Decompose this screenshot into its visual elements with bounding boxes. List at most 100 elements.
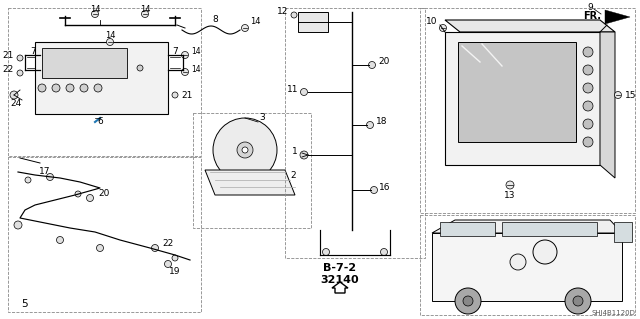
Polygon shape [445,20,615,32]
Polygon shape [42,48,127,78]
Circle shape [583,83,593,93]
Circle shape [367,122,374,129]
Text: 21: 21 [181,91,193,100]
Text: 14: 14 [250,18,260,26]
Circle shape [86,195,93,202]
Text: 2: 2 [290,170,296,180]
Circle shape [583,65,593,75]
Circle shape [137,65,143,71]
Circle shape [52,84,60,92]
Text: 15: 15 [625,91,637,100]
Text: 22: 22 [3,65,14,75]
Text: 32140: 32140 [321,275,359,285]
Circle shape [583,119,593,129]
Circle shape [583,101,593,111]
Polygon shape [432,233,622,301]
Text: SHJ4B1120D: SHJ4B1120D [591,310,635,316]
Circle shape [75,191,81,197]
Circle shape [237,142,253,158]
Circle shape [47,174,54,181]
Circle shape [172,92,178,98]
Circle shape [25,177,31,183]
Circle shape [533,240,557,264]
Circle shape [182,51,189,58]
Text: 13: 13 [504,191,516,201]
Circle shape [17,55,23,61]
Circle shape [242,147,248,153]
Text: 17: 17 [39,167,51,176]
Circle shape [106,39,113,46]
Text: 24: 24 [10,99,21,108]
Text: 14: 14 [191,48,200,56]
Polygon shape [605,10,630,24]
Circle shape [614,92,621,99]
Text: 3: 3 [259,114,265,122]
Circle shape [583,47,593,57]
Text: 9: 9 [587,4,593,12]
Circle shape [92,11,99,18]
Circle shape [573,296,583,306]
Circle shape [94,84,102,92]
Circle shape [323,249,330,256]
Polygon shape [298,12,328,32]
Text: 14: 14 [90,5,100,14]
Circle shape [565,288,591,314]
Text: 14: 14 [105,32,115,41]
Text: FR.: FR. [583,11,601,21]
Text: 10: 10 [426,18,437,26]
Polygon shape [205,170,295,195]
Circle shape [300,151,308,159]
Circle shape [14,221,22,229]
Circle shape [291,12,297,18]
Text: 22: 22 [162,240,173,249]
Text: 20: 20 [98,189,109,198]
Circle shape [164,261,172,268]
Circle shape [381,249,387,256]
Text: 7: 7 [30,48,36,56]
Polygon shape [332,282,348,293]
Circle shape [66,84,74,92]
Text: 7: 7 [172,48,178,56]
Polygon shape [614,222,632,242]
Text: 20: 20 [378,57,389,66]
Text: 12: 12 [276,8,288,17]
Text: 5: 5 [22,299,28,309]
Text: 16: 16 [379,182,390,191]
Text: 21: 21 [3,50,14,60]
Circle shape [371,187,378,194]
Text: B-7-2: B-7-2 [323,263,356,273]
Text: 14: 14 [191,65,200,75]
Text: 18: 18 [376,117,387,127]
Circle shape [80,84,88,92]
Circle shape [510,254,526,270]
Polygon shape [600,32,615,178]
Circle shape [97,244,104,251]
Circle shape [463,296,473,306]
Polygon shape [458,42,576,142]
Circle shape [17,70,23,76]
Circle shape [440,25,447,32]
Text: 11: 11 [287,85,298,93]
Circle shape [38,84,46,92]
Circle shape [152,244,159,251]
Polygon shape [35,42,168,114]
Polygon shape [445,32,600,165]
Circle shape [583,137,593,147]
Circle shape [301,88,307,95]
Circle shape [10,91,18,99]
Circle shape [369,62,376,69]
Text: 8: 8 [212,16,218,25]
Text: 19: 19 [169,268,180,277]
Text: 14: 14 [140,5,150,14]
Circle shape [241,25,248,32]
Text: 6: 6 [97,117,103,127]
Polygon shape [440,222,495,236]
Circle shape [56,236,63,243]
Circle shape [213,118,277,182]
Circle shape [506,181,514,189]
Text: 1: 1 [292,147,298,157]
Circle shape [182,69,189,76]
Polygon shape [502,222,597,236]
Circle shape [141,11,148,18]
Circle shape [455,288,481,314]
